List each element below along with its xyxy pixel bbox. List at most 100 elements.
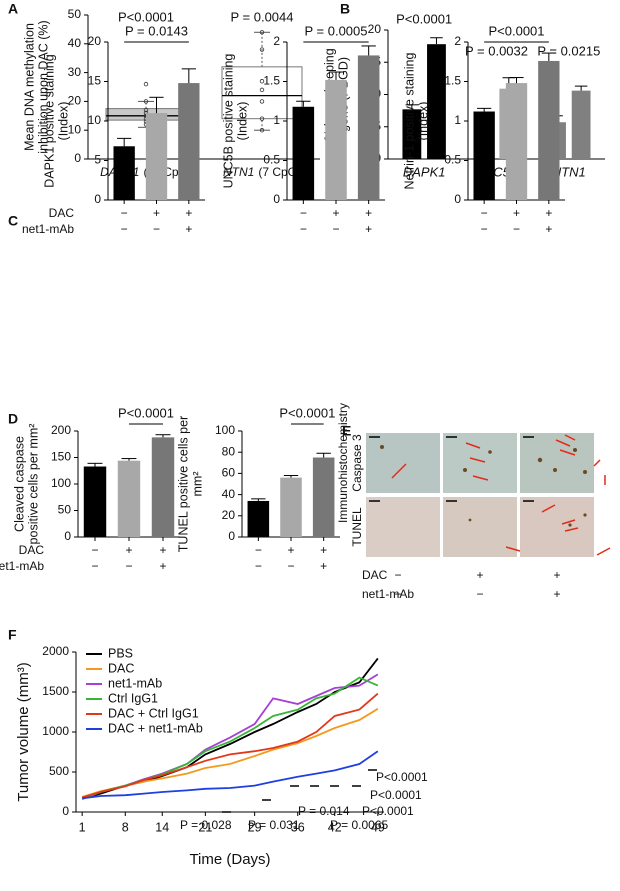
bar xyxy=(312,457,335,537)
micrograph xyxy=(366,433,440,493)
series-line xyxy=(82,750,379,800)
box xyxy=(221,66,303,120)
point xyxy=(143,107,149,113)
bar xyxy=(357,55,380,201)
y-tick-label: 1500 xyxy=(42,684,69,698)
x-tick-label: NTN1 xyxy=(552,164,586,179)
condition-sign: + xyxy=(332,206,339,220)
y-axis-title: TUNEL positive cells per xyxy=(176,416,190,552)
condition-name: DAC xyxy=(362,568,388,582)
micrograph xyxy=(443,433,517,493)
condition-sign: − xyxy=(125,559,132,573)
p-value: P<0.0001 xyxy=(376,770,428,784)
y-tick-label: 0 xyxy=(273,192,280,206)
y-axis-title: UNC5B positive staining xyxy=(221,54,235,189)
p-value: P = 0.0143 xyxy=(125,23,188,38)
point xyxy=(259,79,265,84)
condition-name: DAC xyxy=(49,206,75,220)
y-tick-label: 20 xyxy=(222,508,236,522)
condition-sign: + xyxy=(476,568,483,582)
condition-sign: − xyxy=(481,206,488,220)
panel-label: D xyxy=(8,411,18,427)
y-tick-label: 5 xyxy=(94,153,101,167)
condition-name: net1-mAb xyxy=(0,559,44,573)
condition-sign: − xyxy=(394,568,401,582)
y-tick-label: 1 xyxy=(273,113,280,127)
category: NTN1 xyxy=(223,165,254,179)
bar xyxy=(83,466,107,537)
panel-label: F xyxy=(8,627,17,643)
y-tick-label: 20 xyxy=(368,22,382,36)
panel-label: B xyxy=(340,1,350,17)
y-tick-label: 30 xyxy=(68,65,82,79)
y-tick-label: 40 xyxy=(222,487,236,501)
bar xyxy=(325,79,347,200)
condition-sign: + xyxy=(553,587,560,601)
point xyxy=(259,87,265,93)
condition-name: DAC xyxy=(19,543,45,557)
x-tick-label: 21 xyxy=(198,820,212,834)
p-value: P = 0.0032 xyxy=(465,43,528,58)
p-value: P = 0.0215 xyxy=(537,43,600,58)
condition-sign: + xyxy=(513,206,520,220)
y-tick-label: 2 xyxy=(273,34,280,48)
condition-sign: + xyxy=(365,206,372,220)
y-axis-title: mm² xyxy=(190,472,204,497)
bar xyxy=(247,500,270,537)
x-tick-label: NTN1 (7 CpG) xyxy=(223,165,301,179)
y-axis-title: inhibition upon DAC (%) xyxy=(36,20,50,153)
bar xyxy=(571,90,591,159)
legend-label: DAC + net1-mAb xyxy=(108,721,203,735)
condition-sign: + xyxy=(287,543,294,557)
series-line xyxy=(81,692,379,799)
condition-sign: − xyxy=(287,559,294,573)
point xyxy=(259,127,265,133)
y-tick-label: 1 xyxy=(454,113,461,127)
condition-sign: − xyxy=(300,222,307,236)
legend-label: DAC xyxy=(108,661,134,675)
x-tick-label: 49 xyxy=(371,820,385,834)
panel-label: E xyxy=(342,423,351,439)
p-value: P = 0.014 xyxy=(298,804,350,818)
y-axis-title: positive cells per mm² xyxy=(26,424,40,545)
x-tick-label: 42 xyxy=(328,820,342,834)
x-tick-label: 29 xyxy=(248,820,262,834)
condition-sign: + xyxy=(545,206,552,220)
y-axis-title: Tumor volume (mm³) xyxy=(15,662,32,801)
row-label: Caspase 3 xyxy=(350,434,364,492)
bar xyxy=(505,83,528,200)
y-axis-title: DAPK1 positive staining xyxy=(42,54,56,187)
y-tick-label: 0 xyxy=(74,151,81,165)
p-value: P = 0.0005 xyxy=(304,23,367,38)
y-tick-label: 0 xyxy=(64,529,71,543)
y-tick-label: 50 xyxy=(58,503,72,517)
p-value: P<0.0001 xyxy=(488,23,544,38)
x-tick-label: 8 xyxy=(122,820,129,834)
micrograph xyxy=(366,497,440,557)
condition-sign: − xyxy=(300,206,307,220)
y-tick-label: 10 xyxy=(68,122,82,136)
panel-label: C xyxy=(8,213,18,229)
condition-sign: + xyxy=(185,206,192,220)
y-tick-label: 1000 xyxy=(42,724,69,738)
category-note: (7 CpG) xyxy=(258,165,301,179)
y-tick-label: 80 xyxy=(222,444,236,458)
p-value: P<0.0001 xyxy=(118,9,174,24)
bar xyxy=(113,146,135,200)
condition-name: net1-mAb xyxy=(362,587,414,601)
legend-label: net1-mAb xyxy=(108,676,162,690)
y-axis-title: Cleaved caspase xyxy=(12,436,26,532)
condition-sign: − xyxy=(476,587,483,601)
y-axis-title: (Index) xyxy=(56,102,70,141)
y-axis-title: Mean DNA methylation xyxy=(22,23,36,151)
condition-sign: + xyxy=(125,543,132,557)
y-tick-label: 20 xyxy=(88,34,102,48)
point xyxy=(259,116,265,121)
y-tick-label: 40 xyxy=(68,36,82,50)
condition-name: net1-mAb xyxy=(22,222,74,236)
condition-sign: − xyxy=(394,587,401,601)
condition-sign: + xyxy=(159,559,166,573)
p-value: P<0.0001 xyxy=(370,788,422,802)
p-value: P = 0.031 xyxy=(248,818,300,832)
